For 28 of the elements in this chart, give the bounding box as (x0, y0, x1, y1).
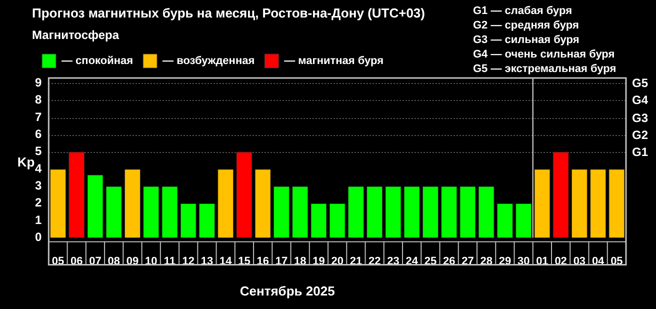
y-tick-label: 0 (34, 230, 42, 244)
x-axis-title: Сентябрь 2025 (240, 284, 335, 299)
ref-line-label: G1 (632, 144, 648, 159)
ref-line-label: G2 (632, 128, 648, 142)
text: G4 — очень сильная буря (473, 48, 615, 61)
y-tick-label: 8 (34, 92, 42, 107)
y-tick-label: 7 (34, 110, 42, 124)
text: G2 — средняя буря (473, 20, 579, 32)
chart-title: Прогноз магнитных бурь на месяц, Ростов-на-Дону (UTC+03) (32, 5, 425, 20)
legend-title: Магнитосфера (32, 28, 120, 42)
legend-label: — возбужденная (162, 55, 255, 68)
x-tick-label: 04 (592, 255, 606, 268)
legend-label: — магнитная буря (284, 55, 384, 68)
y-tick-label: 9 (34, 75, 42, 90)
ref-line-label: G5 (632, 76, 648, 90)
text: G1 — слабая буря (473, 5, 572, 18)
legend-label: — спокойная (62, 55, 134, 68)
y-tick-label: 6 (34, 127, 42, 142)
text: G5 — экстремальная буря (473, 63, 616, 76)
y-tick-label: 4 (34, 161, 42, 176)
y-tick-label: 2 (34, 196, 42, 210)
y-tick-label: 5 (34, 144, 42, 158)
y-tick-label: 1 (34, 212, 42, 227)
y-axis-title: Kp (17, 154, 35, 170)
y-tick-label: 3 (34, 178, 42, 193)
ref-line-label: G3 (632, 110, 648, 125)
text: G3 — сильная буря (473, 34, 580, 46)
ref-line-label: G4 (632, 92, 648, 107)
